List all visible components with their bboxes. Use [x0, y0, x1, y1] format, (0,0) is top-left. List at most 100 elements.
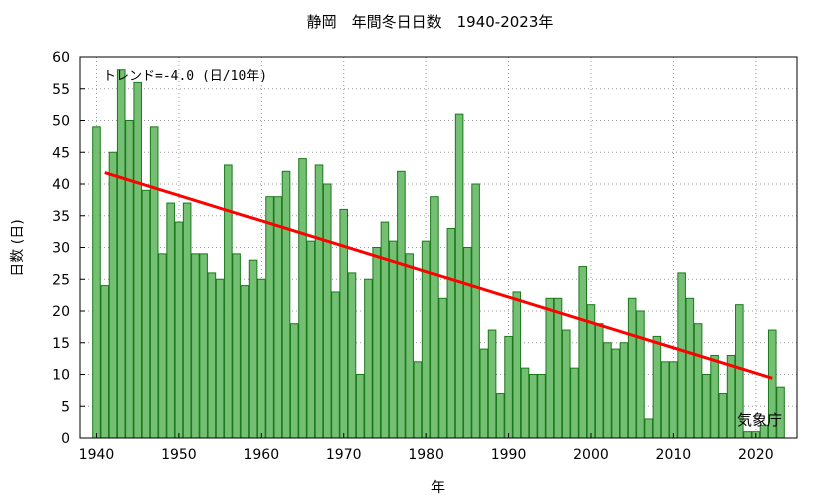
bar-1976: [388, 240, 398, 439]
y-tick-label: 0: [61, 431, 70, 447]
bar-2019: [743, 431, 752, 439]
bar-1946: [141, 189, 151, 439]
bar-1994: [537, 374, 546, 439]
bar-2013: [693, 323, 703, 439]
x-tick-label: 2010: [656, 447, 692, 463]
bar-1997: [561, 329, 571, 439]
trend-line: [104, 171, 773, 380]
bar-1973: [364, 278, 373, 439]
trend-annotation: トレンド=-4.0 (日/10年): [103, 69, 267, 84]
bar-1950: [174, 221, 184, 439]
bar-1988: [487, 329, 497, 439]
x-tick-label: 1980: [408, 447, 444, 463]
bar-1949: [166, 202, 175, 439]
x-tick-label: 2000: [573, 447, 609, 463]
bar-1944: [125, 120, 134, 439]
bars: [92, 69, 785, 439]
bar-1947: [149, 126, 159, 439]
bar-1955: [215, 278, 225, 439]
bar-2016: [718, 393, 728, 439]
bar-1999: [578, 266, 588, 439]
bar-1968: [322, 183, 332, 439]
bar-2003: [611, 348, 620, 439]
bar-1945: [133, 81, 142, 439]
bar-1962: [273, 196, 283, 439]
bar-2005: [627, 297, 637, 439]
bar-2002: [603, 342, 612, 439]
bar-1966: [306, 240, 316, 439]
bar-1958: [240, 285, 250, 439]
bar-1942: [108, 151, 118, 439]
bar-1987: [479, 348, 489, 439]
x-tick-label: 1960: [243, 447, 279, 463]
y-axis-title: 日数 (日): [10, 219, 26, 276]
bar-1982: [438, 297, 447, 439]
bar-1981: [430, 196, 439, 439]
bar-2009: [660, 361, 670, 439]
x-axis-title: 年: [431, 480, 445, 496]
bar-2008: [652, 335, 662, 439]
bar-1957: [232, 253, 241, 439]
bar-1978: [405, 253, 414, 439]
y-tick-label: 30: [52, 241, 70, 257]
bar-1989: [496, 393, 505, 439]
bar-1953: [199, 253, 208, 439]
x-tick-label: 2020: [738, 447, 774, 463]
y-tick-label: 5: [61, 399, 70, 415]
bar-1960: [257, 278, 266, 439]
bar-1959: [248, 259, 258, 439]
bar-2014: [702, 374, 711, 439]
y-tick-label: 60: [52, 50, 70, 66]
bar-2012: [685, 297, 695, 439]
bar-1975: [380, 221, 390, 439]
bar-1940: [92, 126, 101, 439]
bar-2001: [594, 323, 604, 439]
bar-2015: [710, 354, 719, 439]
bar-1952: [191, 253, 200, 439]
bar-1965: [298, 158, 307, 439]
bar-1956: [224, 164, 233, 439]
bar-1985: [463, 247, 472, 439]
y-tick-label: 45: [52, 145, 70, 161]
bar-1951: [182, 202, 192, 439]
y-tick-label: 55: [52, 82, 70, 98]
x-tick-label: 1950: [161, 447, 197, 463]
bar-1990: [504, 335, 513, 439]
bar-1993: [528, 374, 538, 439]
bar-1984: [454, 113, 464, 439]
bar-1961: [265, 196, 274, 439]
bar-2006: [636, 310, 645, 439]
bar-1998: [570, 367, 579, 439]
bar-1995: [545, 297, 555, 439]
bar-1948: [158, 253, 167, 439]
y-tick-label: 40: [52, 177, 70, 193]
x-tick-label: 1940: [79, 447, 115, 463]
y-tick-label: 35: [52, 209, 70, 225]
y-tick-label: 25: [52, 272, 70, 288]
bar-1996: [553, 297, 563, 439]
bar-1974: [372, 247, 381, 439]
bar-1971: [347, 272, 357, 439]
bar-1977: [397, 170, 406, 439]
bar-1967: [314, 164, 324, 439]
bar-1972: [355, 374, 365, 439]
bar-1964: [289, 323, 299, 439]
x-tick-label: 1970: [326, 447, 362, 463]
chart-title: 静岡 年間冬日日数 1940-2023年: [307, 13, 554, 31]
bar-1979: [413, 361, 423, 439]
bar-1983: [446, 227, 456, 439]
bar-1941: [100, 285, 110, 439]
credit-label: 気象庁: [737, 411, 782, 429]
y-tick-label: 50: [52, 114, 70, 130]
bar-1969: [331, 291, 340, 439]
y-axis-ticks: 0 5 10 15 20 25 30 35 40 45 50 55 60: [52, 50, 85, 447]
x-axis-ticks: 1940 1950 1960 1970 1980 1990 2000 2010 2020: [79, 433, 774, 463]
y-tick-label: 10: [52, 368, 70, 384]
y-tick-label: 15: [52, 336, 70, 352]
bar-1970: [339, 208, 349, 439]
bar-1963: [281, 170, 291, 439]
bar-1992: [520, 367, 530, 439]
y-tick-label: 20: [52, 304, 70, 320]
x-tick-label: 1990: [491, 447, 527, 463]
